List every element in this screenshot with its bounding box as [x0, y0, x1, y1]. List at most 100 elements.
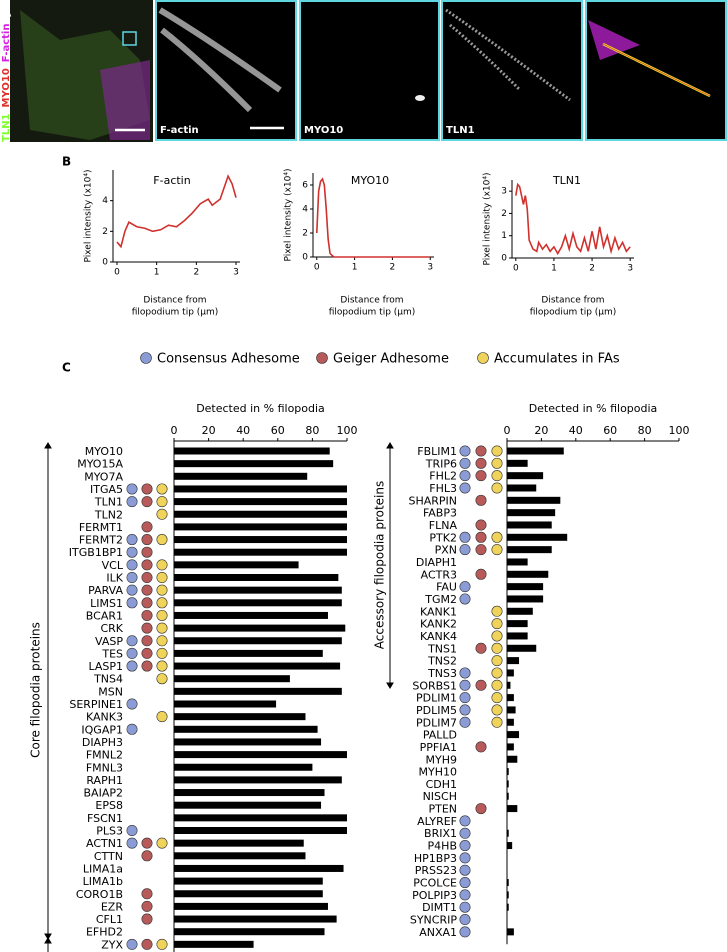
- category-label: CORO1B: [76, 888, 123, 901]
- category-label: MYH9: [426, 753, 457, 766]
- bar: [507, 533, 568, 541]
- data-line: [515, 182, 631, 256]
- membership-dot: [459, 679, 471, 691]
- membership-dot: [459, 470, 471, 482]
- inset-image: [299, 0, 440, 141]
- x-tick-label: 40: [236, 424, 250, 437]
- membership-dot: [126, 584, 138, 596]
- membership-dot: [156, 571, 168, 583]
- x-axis-label: Detected in % filopodia: [529, 402, 658, 415]
- arrowheads: [44, 937, 52, 944]
- membership-dot: [126, 723, 138, 735]
- x-tick-label: 100: [337, 424, 358, 437]
- chart-title: TLN1: [552, 174, 581, 187]
- y-tick-label: 2: [501, 209, 507, 219]
- x-axis-label: filopodium tip (µm): [132, 308, 219, 318]
- bar: [507, 521, 552, 529]
- category-label: FERMT1: [79, 521, 123, 534]
- category-label: CDH1: [426, 778, 457, 791]
- membership-dot: [491, 544, 503, 556]
- membership-dot: [491, 618, 503, 630]
- bar: [174, 763, 313, 771]
- membership-dot: [156, 647, 168, 659]
- category-label: CTTN: [94, 850, 123, 863]
- y-axis-label: Pixel intensity (x10⁴): [284, 169, 294, 262]
- chart-title: MYO10: [351, 174, 389, 187]
- category-label: KANK2: [420, 618, 457, 631]
- category-label: CRK: [100, 622, 123, 635]
- membership-dot: [141, 938, 153, 950]
- legend-label: Accumulates in FAs: [494, 352, 620, 367]
- category-label: PDLIM7: [416, 716, 457, 729]
- membership-dot: [156, 534, 168, 546]
- membership-dot: [156, 584, 168, 596]
- inset-label: MYO10: [304, 125, 343, 136]
- category-label: ACTN1: [86, 837, 123, 850]
- category-label: TGM2: [424, 593, 457, 606]
- category-label: KANK3: [86, 711, 123, 724]
- bar: [507, 558, 528, 566]
- bar: [507, 879, 509, 887]
- chart-title: F-actin: [153, 174, 190, 187]
- membership-dot: [491, 445, 503, 457]
- bar: [174, 700, 277, 708]
- membership-dot: [156, 559, 168, 571]
- y-axis-label: Pixel intensity (x10⁴): [483, 173, 493, 266]
- bar: [174, 637, 342, 645]
- roi-box: [122, 31, 137, 46]
- category-label: TNS2: [427, 655, 457, 668]
- category-label: PRSS23: [415, 864, 457, 877]
- filopodia: [445, 8, 571, 102]
- category-label: FMNL2: [86, 749, 123, 762]
- tip-signal: [415, 95, 425, 101]
- membership-dot: [156, 938, 168, 950]
- panel-label: C: [62, 361, 71, 375]
- membership-dot: [141, 546, 153, 558]
- bar: [507, 644, 537, 652]
- bar: [174, 574, 339, 581]
- bar: [507, 755, 518, 763]
- bar: [507, 472, 544, 480]
- membership-dot: [126, 483, 138, 495]
- category-label: FLNA: [429, 519, 458, 532]
- category-label: TNS4: [93, 673, 123, 686]
- membership-dot: [126, 698, 138, 710]
- membership-dot: [475, 642, 487, 654]
- inset-label: F-actin: [160, 125, 199, 136]
- x-tick-label: 2: [589, 264, 595, 274]
- bar: [507, 706, 516, 714]
- membership-dot: [141, 483, 153, 495]
- bar: [174, 460, 334, 468]
- membership-dot: [475, 519, 487, 531]
- channel-label: MYO10: [1, 68, 12, 107]
- membership-dot: [459, 704, 471, 716]
- category-label: FSCN1: [87, 812, 123, 825]
- category-label: EPS8: [95, 799, 123, 812]
- category-label: ILK: [106, 572, 123, 585]
- category-label: EFHD2: [86, 926, 123, 939]
- membership-dot: [459, 926, 471, 938]
- membership-dot: [491, 704, 503, 716]
- membership-dot: [126, 635, 138, 647]
- filopodia: [158, 7, 282, 113]
- bar: [174, 839, 304, 847]
- membership-dot: [491, 679, 503, 691]
- membership-dot: [459, 593, 471, 605]
- bar: [174, 738, 322, 746]
- category-label: BAIAP2: [84, 787, 123, 800]
- membership-dot: [141, 837, 153, 849]
- category-label: LASP1: [88, 660, 123, 673]
- bar: [507, 694, 514, 702]
- x-tick-label: 1: [154, 268, 160, 278]
- channel-label: TLN1: [1, 113, 12, 142]
- bar: [174, 510, 347, 518]
- bar: [507, 496, 561, 504]
- y-tick-label: 3: [501, 187, 507, 197]
- membership-dot: [491, 667, 503, 679]
- bar: [174, 611, 328, 619]
- membership-dot: [141, 571, 153, 583]
- bar: [507, 632, 528, 640]
- membership-dot: [475, 679, 487, 691]
- bar: [174, 485, 347, 493]
- y-tick-label: 0: [302, 253, 308, 263]
